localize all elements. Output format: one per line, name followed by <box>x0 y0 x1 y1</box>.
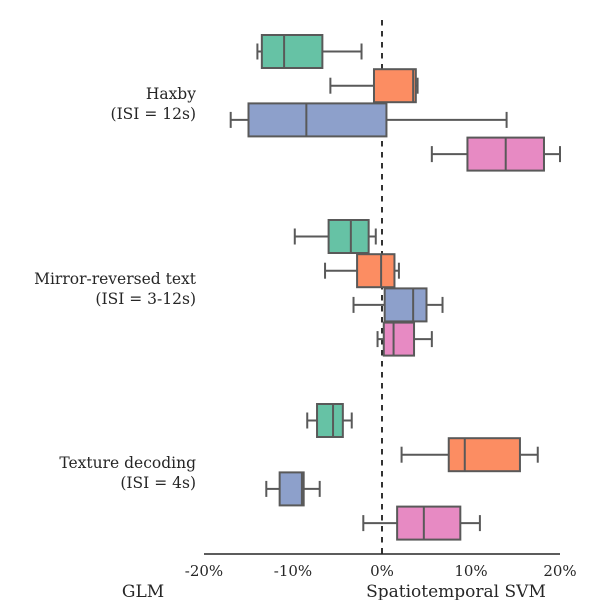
box-iqr <box>260 34 324 69</box>
box-2-0 <box>306 403 353 438</box>
box-1-0 <box>293 219 377 254</box>
x-tick-label: -20% <box>185 562 223 580</box>
group-1: Mirror-reversed text (ISI = 3-12s) <box>34 219 444 357</box>
box-2-2 <box>265 471 321 507</box>
x-tick-label: 10% <box>454 562 487 580</box>
box-iqr <box>383 287 428 323</box>
box-iqr <box>278 471 305 507</box>
box-0-2 <box>229 102 508 138</box>
x-axis-left-label: GLM <box>122 582 164 600</box>
box-iqr <box>247 102 388 138</box>
box-iqr <box>382 321 416 357</box>
group-label-line: Haxby <box>146 85 196 103</box>
box-iqr <box>447 437 521 473</box>
group-2: Texture decoding (ISI = 4s) <box>59 403 539 541</box>
x-tick-label: -10% <box>274 562 312 580</box>
box-0-0 <box>256 34 363 69</box>
group-0: Haxby (ISI = 12s) <box>111 34 561 172</box>
box-iqr <box>396 505 462 541</box>
box-iqr <box>316 403 344 438</box>
box-iqr <box>356 253 396 289</box>
box-0-1 <box>329 68 419 104</box>
group-label-line: Mirror-reversed text <box>34 270 197 288</box>
plot-area: Haxby (ISI = 12s) Mirror-reversed text (ISI… <box>34 20 577 580</box>
box-1-2 <box>352 287 444 323</box>
box-0-3 <box>430 136 561 172</box>
group-label-line: (ISI = 3-12s) <box>95 290 196 308</box>
group-label-line: (ISI = 12s) <box>111 105 196 123</box>
box-1-3 <box>376 321 433 357</box>
box-2-1 <box>400 437 539 473</box>
box-iqr <box>327 219 370 254</box>
x-axis-right-label: Spatiotemporal SVM <box>366 582 546 600</box>
x-tick-label: 20% <box>543 562 576 580</box>
group-label-line: (ISI = 4s) <box>120 474 196 492</box>
box-1-1 <box>324 253 400 289</box>
x-tick-label: 0% <box>370 562 394 580</box>
group-label-line: Texture decoding <box>59 454 196 472</box>
box-2-3 <box>362 505 481 541</box>
box-iqr <box>372 68 417 104</box>
